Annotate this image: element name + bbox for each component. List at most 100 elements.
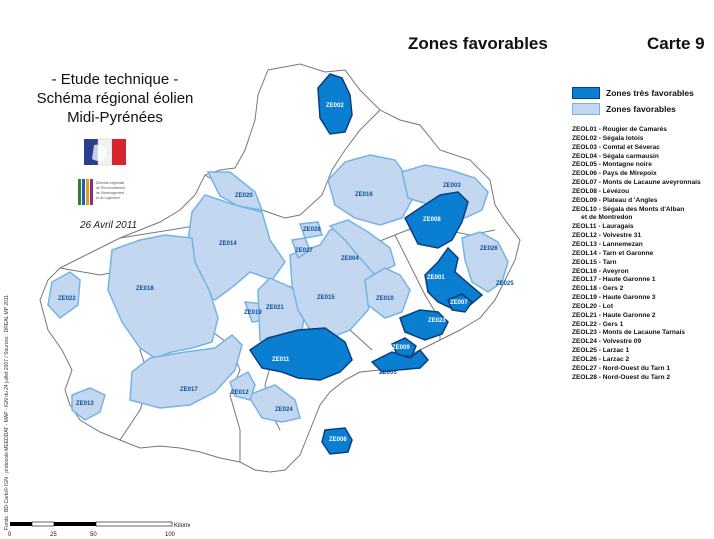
zone-ze002 [317, 73, 353, 135]
label-ze018: ZE018 [136, 286, 154, 292]
zone-ze017 [129, 334, 243, 409]
prefecture-logo: Direction régionale de l'Environnement d… [78, 138, 126, 205]
zone-ze001 [424, 246, 484, 311]
label-ze025: ZE025 [496, 281, 514, 287]
zone-ze018 [107, 234, 219, 359]
scale-unit: Kilomètres [174, 523, 190, 529]
label-ze023: ZE023 [428, 318, 446, 324]
zone-list-item: ZEOL26 - Larzac 2 [572, 355, 630, 363]
label-ze014: ZE014 [219, 241, 237, 247]
label-ze006: ZE006 [329, 437, 347, 443]
swatch-very-favorable [572, 87, 600, 99]
zone-list-item: ZEOL27 - Nord-Ouest du Tarn 1 [572, 364, 671, 372]
zone-list-item: ZEOL16 - Aveyron [572, 267, 629, 275]
zone-list-item: ZEOL11 - Lauragais [572, 223, 634, 231]
zone-list-item: ZEOL18 - Gers 2 [572, 285, 624, 293]
label-ze011: ZE011 [272, 357, 290, 363]
zone-ze004 [328, 219, 396, 276]
label-ze017: ZE017 [180, 387, 198, 393]
zone-list-item: ZEOL19 - Haute Garonne 3 [572, 294, 656, 302]
zone-list-item: ZEOL12 - Volvestre 31 [572, 232, 642, 240]
zone-ze022 [47, 271, 81, 319]
label-ze016: ZE016 [355, 192, 373, 198]
logo-caption-line-3: de l'Aménagement [96, 191, 124, 195]
marianne-emblem [84, 138, 126, 166]
label-ze019: ZE019 [244, 310, 262, 316]
label-ze026: ZE026 [480, 246, 498, 252]
label-ze028: ZE028 [303, 227, 321, 233]
label-ze007: ZE007 [450, 300, 468, 306]
zone-list-item: ZEOL17 - Haute Garonne 1 [572, 276, 656, 284]
zone-ze006 [321, 427, 353, 455]
study-title-line-3: Midi-Pyrénées [67, 109, 163, 126]
label-ze008: ZE008 [423, 217, 441, 223]
zone-list-item: ZEOL20 - Lot [572, 302, 614, 310]
dreal-colour-bar [90, 179, 93, 205]
legend: Zones très favorables Zones favorables [572, 86, 714, 118]
zone-ze028 [298, 221, 323, 239]
scale-segment [10, 522, 32, 526]
zone-ze011 [248, 327, 353, 381]
label-ze020: ZE020 [235, 193, 253, 199]
zone-list-item: ZEOL08 - Lévézou [572, 187, 630, 195]
scale-segment [95, 521, 173, 527]
legend-favorable: Zones favorables [572, 102, 714, 116]
zone-list-item: ZEOL03 - Comtal et Séverac [572, 143, 660, 151]
zone-list-item: ZEOL28 - Nord-Ouest du Tarn 2 [572, 373, 671, 381]
scale-segment [54, 522, 96, 526]
zone-list-item: ZEOL14 - Tarn et Garonne [572, 249, 654, 257]
zone-ze027 [291, 237, 311, 260]
dreal-colour-bars [78, 179, 81, 205]
zone-list-item: ZEOL24 - Volvestre 09 [572, 338, 642, 346]
label-ze012: ZE012 [231, 390, 249, 396]
label-ze003: ZE003 [443, 183, 461, 189]
zone-ze007 [447, 293, 474, 313]
scale-segment [31, 521, 55, 527]
dreal-colour-bar [86, 179, 89, 205]
scale-bar: Kilomètres 0 25 50 100 [8, 521, 190, 538]
zone-ze020 [206, 171, 264, 211]
dreal-colour-bar [82, 179, 85, 205]
label-ze015: ZE015 [317, 295, 335, 301]
zone-ze026 [461, 231, 509, 293]
logo-caption-line-4: et du Logement [96, 196, 120, 200]
sources-note: Fonds : BD-Carto© IGN - protocole MEEDDA… [4, 240, 18, 530]
zone-list-item: ZEOL07 - Monts de Lacaune aveyronnais [572, 179, 701, 187]
label-ze027: ZE027 [295, 248, 313, 254]
scale-tick-0: 0 [8, 532, 12, 538]
zone-list-item: ZEOL13 - Lannemezan [572, 240, 643, 248]
zone-list-item: ZEOL22 - Gers 1 [572, 320, 624, 328]
logo-caption-line-2: de l'Environnement [96, 186, 125, 190]
zone-list-item: ZEOL10 - Ségala des Monts d'Alban [572, 205, 685, 213]
zone-ze010 [364, 267, 411, 319]
zone-list-item: ZEOL21 - Haute Garonne 2 [572, 311, 656, 319]
zone-ze008 [404, 191, 469, 249]
label-ze005: ZE005 [379, 370, 397, 376]
map-title: Zones favorables [408, 34, 548, 53]
scale-tick-100: 100 [165, 532, 176, 538]
zone-list-item: ZEOL06 - Pays de Mirepoix [572, 170, 657, 178]
label-ze021: ZE021 [266, 305, 284, 311]
label-ze002: ZE002 [326, 103, 344, 109]
sources-text: Fonds : BD-Carto© IGN - protocole MEEDDA… [4, 294, 10, 530]
study-title-line-1: - Etude technique - [51, 71, 179, 88]
zone-list-item: ZEOL05 - Montagne noire [572, 161, 652, 169]
zone-list-item: ZEOL04 - Ségala carmausin [572, 152, 659, 160]
label-ze004: ZE004 [341, 256, 359, 262]
zone-ze005 [370, 348, 430, 373]
legend-very-favorable: Zones très favorables [572, 86, 714, 100]
label-ze013: ZE013 [76, 401, 94, 407]
map-number: Carte 9 [647, 34, 705, 53]
label-ze010: ZE010 [376, 296, 394, 302]
swatch-favorable [572, 103, 600, 115]
zone-ze024 [246, 384, 301, 423]
study-title: - Etude technique - Schéma régional éoli… [20, 70, 210, 127]
zone-ze013 [71, 387, 106, 421]
zone-list-item: ZEOL25 - Larzac 1 [572, 347, 630, 355]
zone-list-item: ZEOL09 - Plateau d 'Angles [572, 196, 658, 204]
label-ze001: ZE001 [427, 275, 445, 281]
zone-list-item: ZEOL02 - Ségala lotois [572, 134, 644, 142]
zone-ze012 [229, 370, 256, 401]
report-date: 26 Avril 2011 [80, 220, 138, 231]
study-title-line-2: Schéma régional éolien [36, 90, 194, 107]
